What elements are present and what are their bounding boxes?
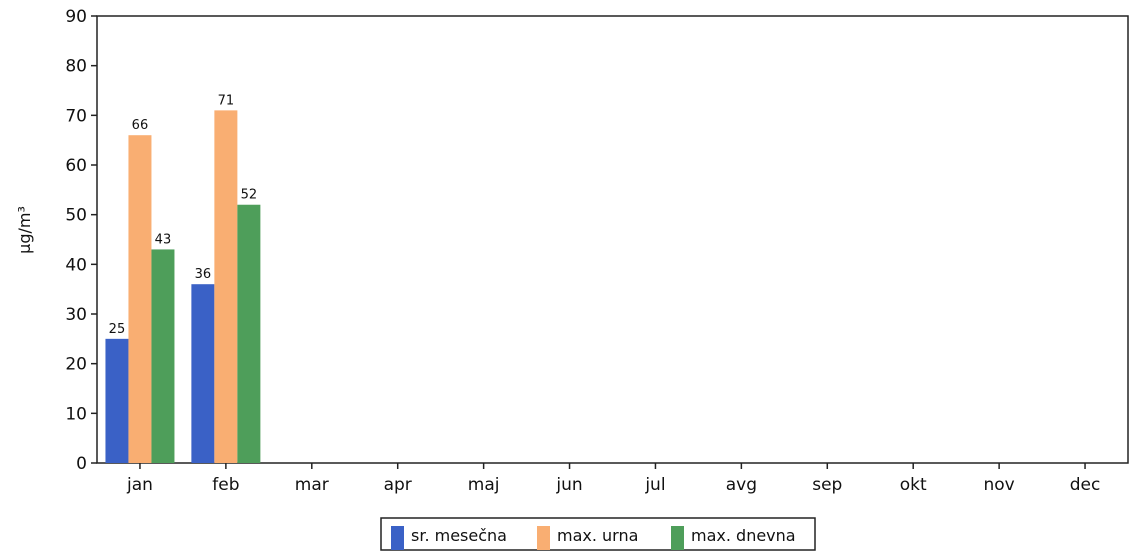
bar xyxy=(105,338,129,463)
legend-label: sr. mesečna xyxy=(411,526,507,545)
data-label: 25 xyxy=(109,322,126,337)
x-tick-label: okt xyxy=(900,475,927,495)
y-tick-label: 80 xyxy=(65,57,87,77)
plot-frame xyxy=(96,15,1129,464)
y-tick-label: 40 xyxy=(65,255,87,275)
legend-swatch xyxy=(537,526,550,550)
x-tick-label: jul xyxy=(644,475,665,495)
legend-box xyxy=(380,517,816,551)
x-tick-label: dec xyxy=(1070,475,1101,495)
x-tick-label: apr xyxy=(384,475,412,495)
bar xyxy=(151,249,175,463)
data-label: 43 xyxy=(155,232,172,247)
x-tick-label: jun xyxy=(555,475,582,495)
x-tick-label: nov xyxy=(984,475,1015,495)
y-tick-label: 0 xyxy=(76,454,87,474)
x-tick-label: feb xyxy=(212,475,239,495)
bar xyxy=(191,284,215,463)
legend-label: max. dnevna xyxy=(691,526,796,545)
y-tick-label: 20 xyxy=(65,355,87,375)
y-tick-label: 50 xyxy=(65,206,87,226)
legend-swatch xyxy=(391,526,404,550)
plot-area: 0 10 20 30 40 50 60 70 80 90 jan feb mar apr maj jun jul… xyxy=(65,7,1129,495)
bar xyxy=(128,135,152,463)
bar xyxy=(214,110,238,463)
data-label: 71 xyxy=(218,93,235,108)
y-tick-label: 30 xyxy=(65,305,87,325)
y-tick-label: 70 xyxy=(65,106,87,126)
x-tick-label: jan xyxy=(126,475,153,495)
x-tick-label: maj xyxy=(468,475,500,495)
y-tick-label: 60 xyxy=(65,156,87,176)
x-tick-label: mar xyxy=(295,475,329,495)
legend-swatch xyxy=(671,526,684,550)
x-tick-label: sep xyxy=(812,475,842,495)
data-label: 36 xyxy=(195,267,212,282)
y-tick-label: 90 xyxy=(65,7,87,27)
legend: sr. mesečna max. urna max. dnevna xyxy=(380,517,816,551)
y-tick-label: 10 xyxy=(65,404,87,424)
x-tick-label: avg xyxy=(726,475,757,495)
data-label: 66 xyxy=(132,118,149,133)
data-label: 52 xyxy=(241,188,258,203)
bar xyxy=(237,204,261,463)
y-axis-label: µg/m³ xyxy=(15,206,34,254)
legend-label: max. urna xyxy=(557,526,638,545)
